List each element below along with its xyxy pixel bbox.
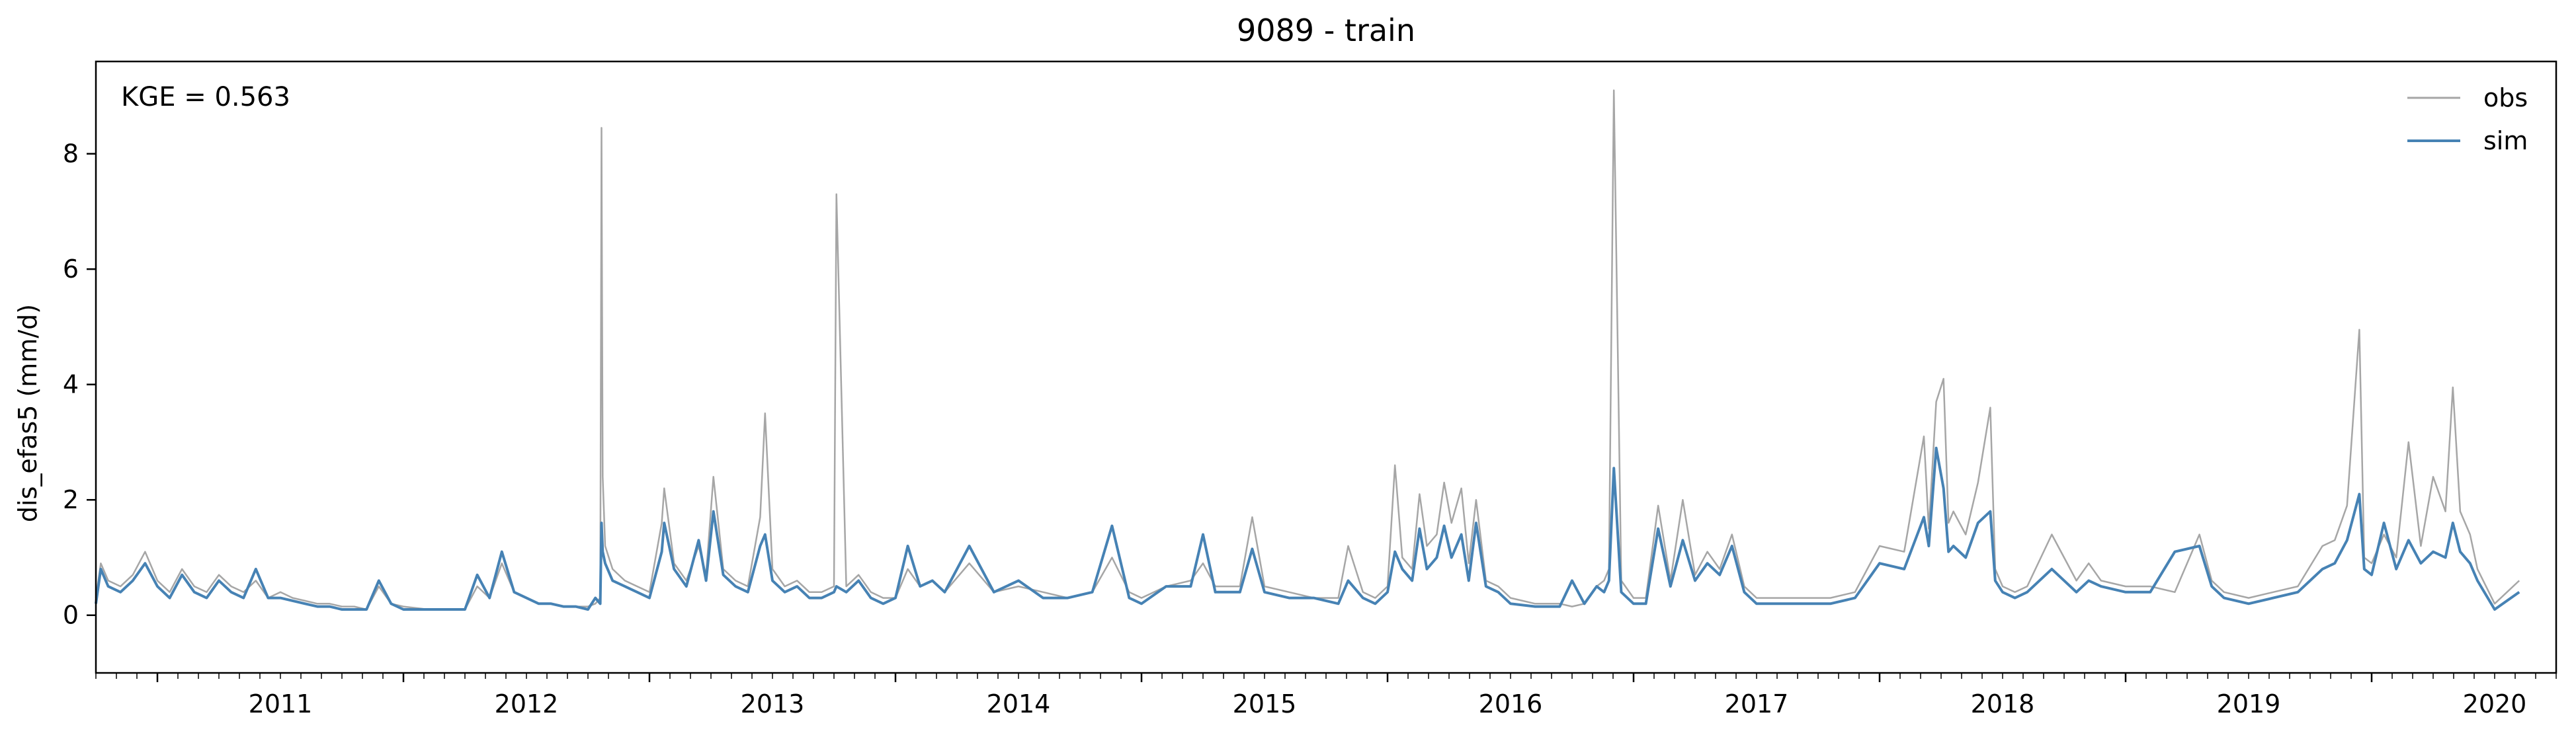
series-layer — [95, 89, 2520, 611]
legend: obs sim — [2407, 83, 2528, 155]
y-axis-label: dis_efas5 (mm/d) — [13, 304, 42, 522]
x-tick-label: 2016 — [1479, 689, 1543, 719]
x-tick-label: 2012 — [495, 689, 559, 719]
y-tick-label: 2 — [63, 485, 79, 514]
series-line-sim — [95, 446, 2520, 611]
chart-title: 9089 - train — [1237, 13, 1415, 48]
legend-label-obs: obs — [2483, 83, 2528, 112]
y-tick-label: 6 — [63, 254, 79, 284]
y-tick-label: 0 — [63, 601, 79, 630]
x-tick-label: 2018 — [1971, 689, 2035, 719]
x-tick-label: 2013 — [741, 689, 805, 719]
x-axis-ticks: 2011 2012 2013 2014 2015 2016 2017 2018 2019 2020 — [95, 673, 2557, 719]
x-tick-label: 2014 — [987, 689, 1051, 719]
x-tick-label: 2020 — [2463, 689, 2527, 719]
y-tick-label: 8 — [63, 139, 79, 169]
legend-label-sim: sim — [2483, 126, 2528, 155]
y-axis-ticks: 0 2 4 6 8 — [63, 139, 96, 630]
kge-annotation: KGE = 0.563 — [121, 82, 290, 112]
x-tick-label: 2017 — [1725, 689, 1789, 719]
x-tick-label: 2011 — [249, 689, 313, 719]
x-tick-label: 2019 — [2217, 689, 2281, 719]
x-tick-label: 2015 — [1233, 689, 1297, 719]
y-tick-label: 4 — [63, 370, 79, 399]
series-line-obs — [95, 89, 2520, 611]
plot-frame — [95, 60, 2557, 674]
